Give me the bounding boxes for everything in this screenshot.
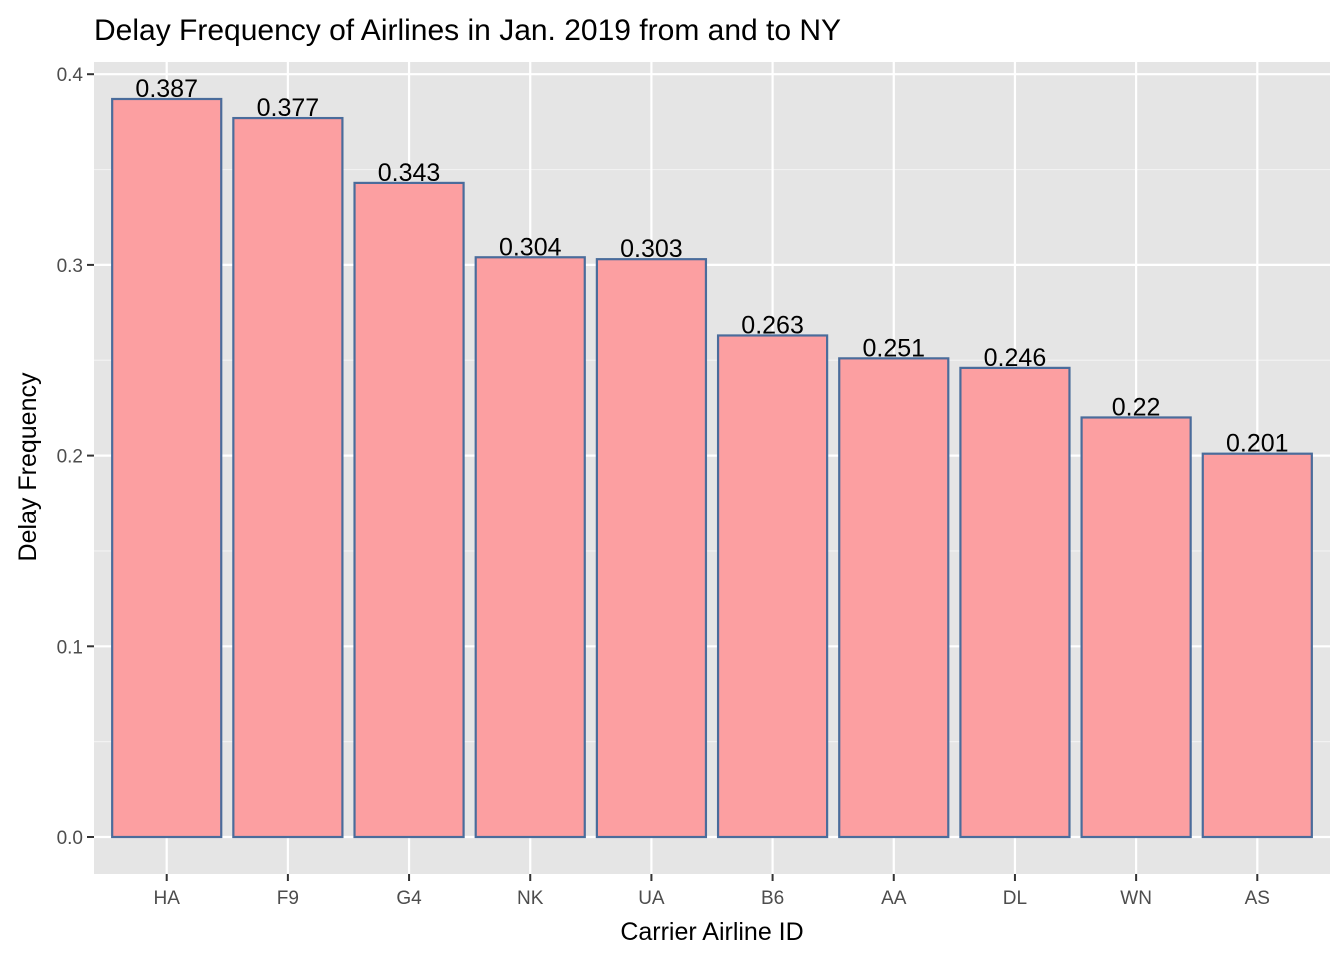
x-tick-label-g4: G4 (396, 888, 422, 909)
bar-aa (838, 357, 950, 839)
bar-dl (959, 366, 1071, 839)
x-tick-label-as: AS (1245, 888, 1270, 909)
x-tick-label-ha: HA (154, 888, 181, 909)
y-tick-label: 0.0 (57, 828, 83, 849)
bar-f9 (232, 116, 344, 839)
y-axis-title: Delay Frequency (14, 372, 42, 561)
x-tick-label-dl: DL (1003, 888, 1027, 909)
bars (111, 97, 1313, 839)
bar-b6 (716, 334, 829, 839)
x-tick-label-nk: NK (517, 888, 544, 909)
data-label-nk: 0.304 (499, 233, 562, 261)
data-label-ha: 0.387 (135, 75, 198, 103)
bar-g4 (353, 181, 465, 839)
data-label-as: 0.201 (1226, 430, 1289, 458)
x-tick-label-f9: F9 (277, 888, 299, 909)
bar-wn (1080, 416, 1192, 839)
bar-ha (111, 97, 223, 839)
x-axis-title: Carrier Airline ID (620, 918, 803, 946)
data-label-b6: 0.263 (741, 311, 804, 339)
x-tick-label-wn: WN (1120, 888, 1152, 909)
data-label-g4: 0.343 (378, 159, 441, 187)
y-axis: 0.0 0.1 0.2 0.3 0.4 (57, 65, 94, 849)
x-tick-label-aa: AA (881, 888, 907, 909)
x-axis: HA F9 G4 NK UA B6 AA DL WN AS (154, 874, 1270, 909)
y-tick-label: 0.1 (57, 637, 83, 658)
x-tick-label-ua: UA (638, 888, 665, 909)
data-label-dl: 0.246 (984, 344, 1047, 372)
y-tick-label: 0.2 (57, 447, 83, 468)
data-label-aa: 0.251 (862, 334, 925, 362)
bar-as (1201, 452, 1313, 839)
data-label-f9: 0.377 (257, 94, 320, 122)
bar-ua (595, 258, 708, 839)
data-labels: 0.387 0.377 0.343 0.304 0.303 0.263 0.251 0.246… (135, 75, 1288, 458)
y-tick-label: 0.3 (57, 256, 83, 277)
chart-title: Delay Frequency of Airlines in Jan. 2019… (94, 14, 841, 47)
data-label-ua: 0.303 (620, 235, 683, 263)
y-tick-label: 0.4 (57, 65, 84, 86)
bar-nk (474, 256, 586, 839)
data-label-wn: 0.22 (1112, 393, 1161, 421)
x-tick-label-b6: B6 (761, 888, 784, 909)
